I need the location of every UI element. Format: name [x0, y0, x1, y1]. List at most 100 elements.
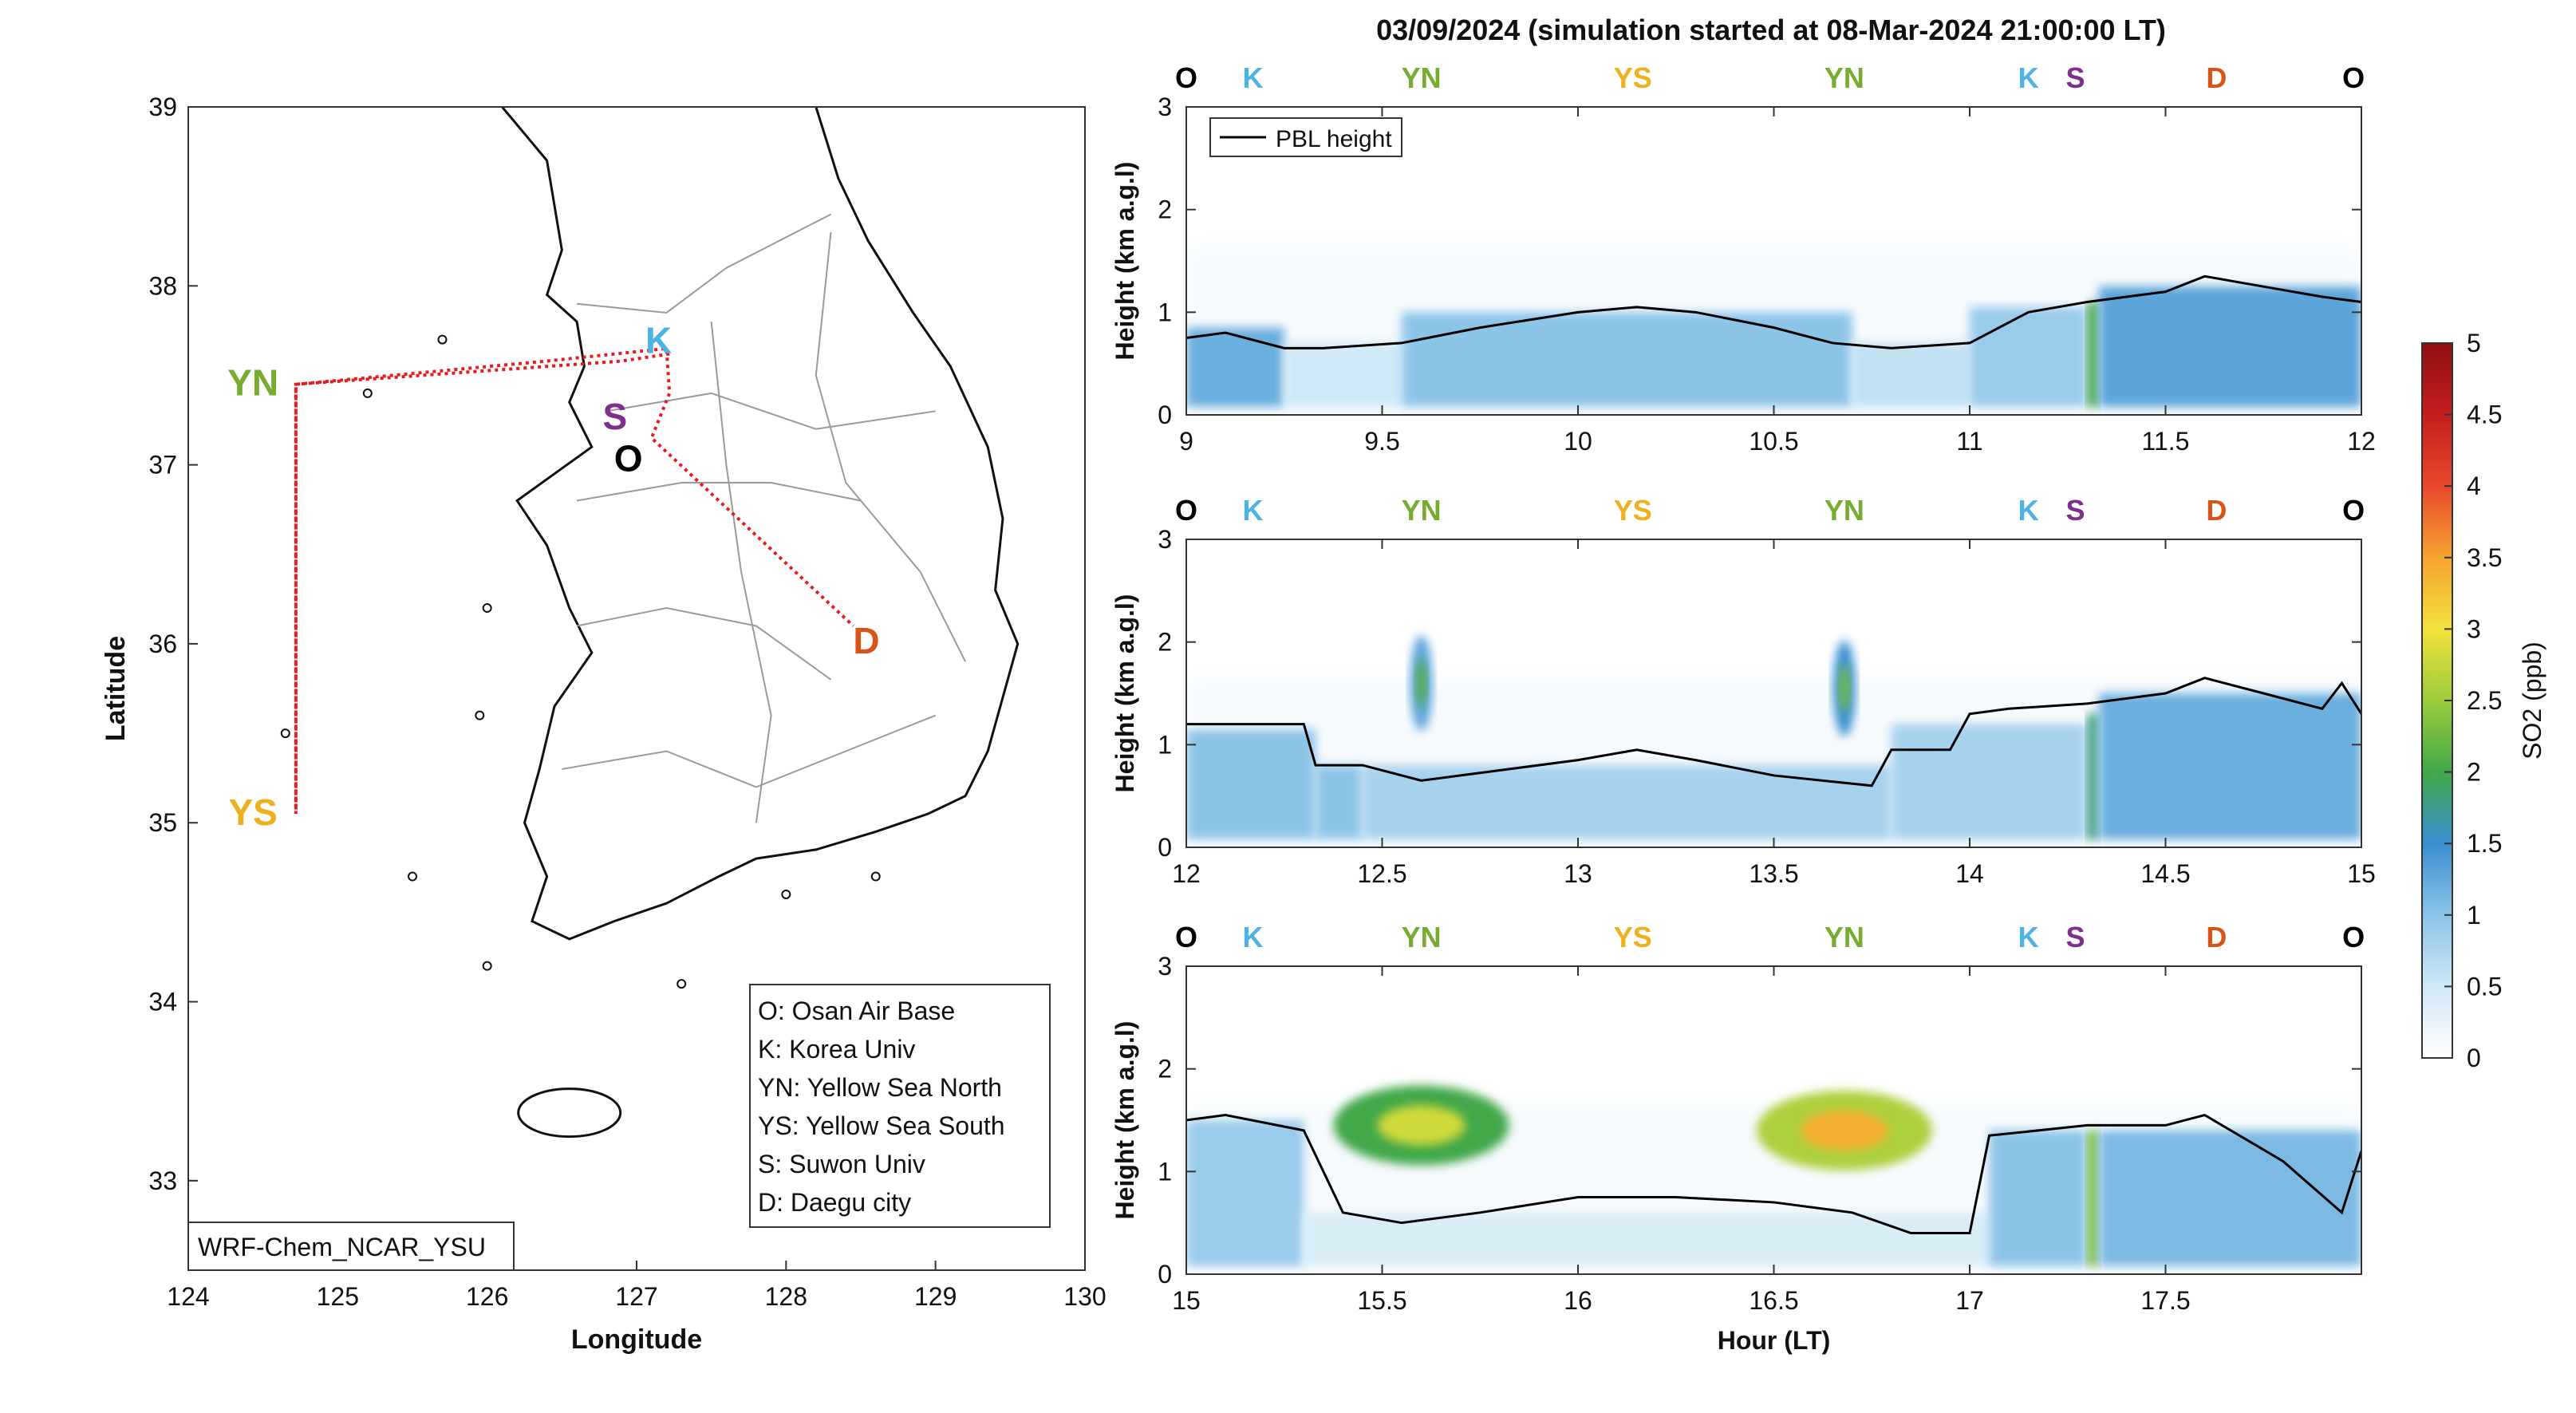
so2-plume-core: [1415, 659, 1427, 708]
jeju-island: [517, 1087, 622, 1139]
map-y-tick-label: 38: [148, 271, 177, 300]
so2-band: [2099, 693, 2361, 839]
colorbar-tick-label: 0: [2467, 1044, 2481, 1072]
x-tick-label: 12.5: [1357, 859, 1406, 888]
map-y-tick-label: 35: [148, 808, 177, 837]
pbl-height-line: [1186, 1113, 2361, 1235]
x-tick-label: 12: [2347, 427, 2376, 456]
site-markers: O K YN YS S D: [227, 319, 879, 833]
y-tick-label: 1: [1158, 1157, 1172, 1186]
island: [408, 871, 417, 882]
map-x-tick-label: 126: [466, 1282, 508, 1311]
site-label-d: D: [2206, 921, 2227, 953]
site-label-ys: YS: [1614, 494, 1652, 527]
site-label-o: O: [1175, 921, 1197, 953]
map-x-tick-label: 129: [914, 1282, 957, 1311]
site-label-d: D: [853, 620, 879, 661]
x-tick-label: 14: [1955, 859, 1984, 888]
korea-coastline: [280, 106, 1020, 1139]
colorbar-ticks: 0 0.5 1 1.5 2 2.5 3 3.5 4 4.5 5: [2444, 329, 2502, 1072]
site-label-o: O: [2342, 61, 2365, 94]
province-boundary: [710, 322, 772, 823]
site-label-k: K: [645, 319, 672, 361]
x-tick-label: 16.5: [1749, 1286, 1798, 1315]
x-tick-label: 9: [1179, 427, 1193, 456]
x-tick-label: 15.5: [1357, 1286, 1406, 1315]
x-tick-label: 17: [1955, 1286, 1984, 1315]
site-label-o: O: [614, 437, 643, 479]
so2-band: [1989, 1130, 2088, 1266]
y-tick-label: 0: [1158, 833, 1172, 862]
so2-band: [2099, 286, 2361, 407]
so2-band: [1316, 765, 1363, 839]
curtain-panel-3: 15 15.5 16 16.5 17 17.5 0 1 2 3 Height (km a.g.l) H…: [1110, 921, 2365, 1355]
x-tick-label: 13: [1564, 859, 1592, 888]
colorbar-tick-label: 5: [2467, 329, 2481, 357]
site-label-k: K: [2018, 61, 2039, 94]
map-y-tick-label: 36: [148, 630, 177, 658]
panel-xlabel: Hour (LT): [1718, 1326, 1831, 1355]
x-tick-label: 11.5: [2142, 427, 2190, 456]
y-tick-label: 0: [1158, 401, 1172, 429]
pbl-legend-label: PBL height: [1276, 126, 1392, 152]
province-boundary: [606, 392, 936, 430]
site-label-yn: YN: [1825, 494, 1864, 527]
y-tick-label: 3: [1158, 952, 1172, 981]
y-tick-label: 3: [1158, 525, 1172, 554]
island: [677, 979, 687, 989]
so2-plume-core: [1838, 664, 1850, 712]
site-label-ys: YS: [228, 791, 277, 833]
map-y-tick-label: 33: [148, 1166, 177, 1195]
island: [437, 334, 448, 345]
map-y-ticks: 33 34 35 36 37 38 39: [148, 93, 198, 1195]
map-y-tick-label: 34: [148, 988, 177, 1016]
pbl-legend: PBL height: [1209, 117, 1402, 157]
province-boundary: [576, 482, 862, 502]
island: [482, 961, 492, 971]
colorbar-tick-label: 3: [2467, 614, 2481, 643]
site-label-d: D: [2206, 494, 2227, 527]
colorbar-label: SO2 (ppb): [2518, 641, 2546, 760]
map-y-tick-label: 39: [148, 93, 177, 121]
site-legend-entry: S: Suwon Univ: [758, 1150, 925, 1178]
x-tick-label: 17.5: [2140, 1286, 2190, 1315]
colorbar-tick-label: 2: [2467, 758, 2481, 787]
site-legend-entry: YN: Yellow Sea North: [758, 1073, 1002, 1102]
colorbar: 0 0.5 1 1.5 2 2.5 3 3.5 4 4.5 5 SO2 (ppb): [2421, 329, 2546, 1072]
map-y-tick-label: 37: [148, 451, 177, 480]
site-label-yn: YN: [1402, 61, 1442, 94]
map-ylabel: Latitude: [101, 636, 131, 741]
site-legend: O: Osan Air Base K: Korea Univ YN: Yello…: [749, 984, 1051, 1228]
island: [482, 603, 492, 614]
site-label-yn: YN: [1825, 61, 1864, 94]
pbl-height-line: [1186, 274, 2361, 349]
y-tick-label: 1: [1158, 730, 1172, 759]
so2-band: [2087, 302, 2100, 407]
panel-ylabel: Height (km a.g.l): [1110, 1021, 1139, 1220]
map-x-tick-label: 124: [167, 1282, 209, 1311]
y-tick-label: 2: [1158, 1055, 1172, 1083]
site-legend-entry: YS: Yellow Sea South: [758, 1111, 1005, 1140]
island: [781, 889, 791, 899]
site-label-s: S: [2066, 921, 2085, 953]
site-label-k: K: [1242, 494, 1263, 527]
island: [280, 728, 290, 739]
site-label-o: O: [1175, 61, 1197, 94]
map-x-tick-label: 127: [615, 1282, 657, 1311]
island: [870, 871, 881, 882]
so2-field: [1186, 635, 2361, 847]
so2-band: [2099, 1130, 2361, 1266]
site-label-o: O: [2342, 921, 2365, 953]
site-label-ys: YS: [1614, 921, 1652, 953]
so2-band: [1186, 1120, 1304, 1266]
site-label-k: K: [2018, 921, 2039, 953]
so2-band: [1852, 342, 1970, 407]
map-x-ticks: 124 125 126 127 128 129 130: [167, 1261, 1107, 1311]
so2-band: [1362, 765, 1892, 839]
so2-band: [1891, 724, 2088, 839]
so2-band: [1304, 1212, 1990, 1266]
